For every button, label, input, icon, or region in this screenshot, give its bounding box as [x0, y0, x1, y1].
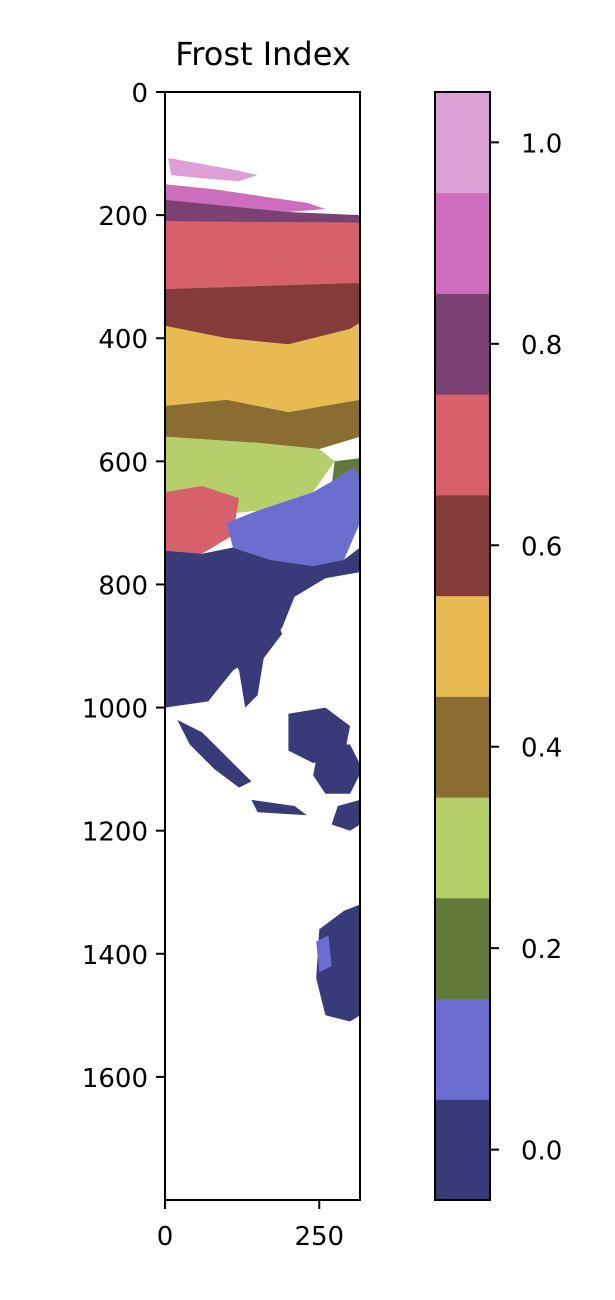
region-sumatra-navy	[177, 719, 252, 788]
region-arctic-islands	[168, 157, 258, 182]
colorbar-bin	[435, 293, 490, 395]
region-south-china-blue	[226, 467, 360, 566]
colorbar-tick-label: 0.4	[521, 734, 562, 764]
y-tick-label: 1200	[82, 818, 148, 848]
colorbar-tick-label: 1.0	[521, 129, 562, 159]
heatmap-image	[165, 157, 360, 1022]
region-northern-purple	[165, 199, 360, 225]
region-newguinea-navy	[331, 799, 360, 831]
colorbar-bin	[435, 595, 490, 697]
colorbar-tick-label: 0.2	[521, 935, 562, 965]
colorbar-bin	[435, 797, 490, 899]
colorbar-bin	[435, 1099, 490, 1201]
colorbar-tick-label: 0.6	[521, 532, 562, 562]
y-tick-label: 1000	[82, 695, 148, 725]
y-tick-label: 0	[131, 79, 148, 109]
plot-frame	[164, 91, 361, 1201]
region-indochina-navy	[226, 596, 283, 708]
colorbar-bin	[435, 897, 490, 1000]
colorbar-bin	[435, 696, 490, 798]
y-tick-label: 1400	[82, 941, 148, 971]
region-northern-fringe-magenta	[165, 184, 326, 212]
region-tibet-pink	[165, 486, 240, 554]
colorbar-bin	[435, 92, 490, 194]
colorbar-bin	[435, 494, 490, 597]
region-north-china-olive	[165, 399, 360, 449]
region-sulawesi-navy	[313, 744, 360, 794]
region-australia-navy	[316, 904, 360, 1022]
y-tick-label: 800	[98, 571, 148, 601]
colorbar-bin	[435, 192, 490, 294]
colorbar-tick-label: 0.0	[521, 1137, 562, 1167]
region-mongolia-yellow	[165, 322, 360, 413]
colorbar: 0.0 0.2 0.4 0.6 0.8 1.0	[434, 91, 562, 1201]
region-central-brown	[165, 282, 360, 345]
x-tick-label: 0	[157, 1222, 174, 1252]
y-tick-label: 200	[98, 202, 148, 232]
y-tick-label: 400	[98, 325, 148, 355]
colorbar-bin	[435, 394, 490, 496]
region-australia-coast-blue	[316, 935, 332, 973]
chart-title: Frost Index	[175, 35, 351, 73]
y-axis: 0 200 400 600 800 1000 1200 1400 1600	[82, 79, 165, 1094]
y-tick-label: 1600	[82, 1064, 148, 1094]
region-java-navy	[251, 799, 307, 816]
x-tick-label: 250	[294, 1222, 344, 1252]
region-siberia-pink	[165, 221, 360, 289]
y-tick-label: 600	[98, 448, 148, 478]
colorbar-tick-label: 0.8	[521, 331, 562, 361]
colorbar-frame	[434, 91, 491, 1201]
x-axis: 0 250	[157, 1200, 344, 1252]
colorbar-bin	[435, 998, 490, 1100]
